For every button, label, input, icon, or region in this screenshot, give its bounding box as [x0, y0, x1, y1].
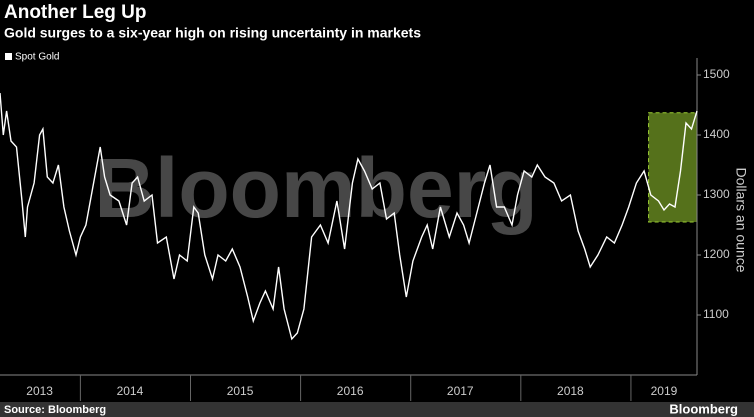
legend-swatch [5, 53, 12, 60]
x-tick-label: 2014 [117, 384, 144, 398]
y-axis-label: Dollars an ounce [733, 167, 749, 272]
y-tick-label: 1500 [703, 67, 730, 81]
legend-label: Spot Gold [15, 52, 59, 63]
watermark: Bloomberg [94, 141, 537, 235]
x-tick-label: 2016 [337, 384, 364, 398]
highlight-box [648, 112, 698, 223]
x-tick-label: 2018 [557, 384, 584, 398]
x-tick-label: 2013 [26, 384, 53, 398]
chart-title: Another Leg Up [4, 2, 147, 23]
x-tick-label: 2015 [227, 384, 254, 398]
x-tick-label: 2019 [651, 384, 678, 398]
line-series [0, 92, 698, 341]
footer-bar [0, 402, 754, 417]
y-tick-label: 1200 [703, 247, 730, 261]
chart-subtitle: Gold surges to a six-year high on rising… [4, 25, 421, 41]
logo: Bloomberg [669, 401, 738, 416]
y-tick-label: 1400 [703, 127, 730, 141]
x-tick-label: 2017 [447, 384, 474, 398]
y-tick-label: 1300 [703, 187, 730, 201]
source: Source: Bloomberg [4, 404, 106, 416]
y-tick-label: 1100 [703, 307, 729, 321]
